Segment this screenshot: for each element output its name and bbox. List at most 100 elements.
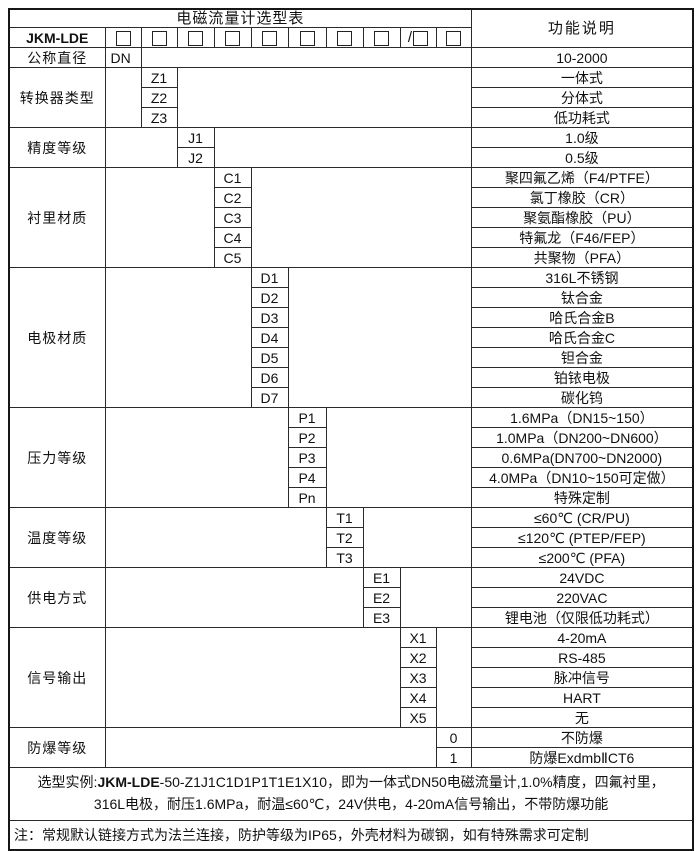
desc-cell: 钽合金 — [470, 347, 694, 369]
desc-cell: 锂电池（仅限低功耗式） — [470, 607, 694, 629]
model-checkbox — [325, 27, 364, 49]
code-cell: X1 — [399, 627, 437, 649]
table-row: D2 钛合金 — [9, 287, 694, 309]
desc-cell: 1.6MPa（DN15~150） — [470, 407, 694, 429]
desc-cell: 24VDC — [470, 567, 694, 589]
code-cell: Z1 — [140, 67, 178, 89]
desc-cell: 无 — [470, 707, 694, 729]
table-row: 1 防爆ExdmbⅡCT6 — [9, 747, 694, 769]
spacer-cell — [213, 127, 472, 169]
desc-cell: 1.0MPa（DN200~DN600） — [470, 427, 694, 449]
code-cell: P3 — [287, 447, 327, 469]
spacer-cell — [287, 267, 472, 409]
desc-cell: 1.0级 — [470, 127, 694, 149]
desc-cell: 220VAC — [470, 587, 694, 609]
desc-cell: 哈氏合金C — [470, 327, 694, 349]
code-cell: C2 — [213, 187, 252, 209]
table-row: C5 共聚物（PFA） — [9, 247, 694, 269]
table-row: 温度等级 T1 ≤60℃ (CR/PU) — [8, 507, 694, 569]
table-row: P4 4.0MPa（DN10~150可定做） — [9, 467, 694, 489]
checkbox-blank-icon — [188, 31, 203, 47]
spacer-cell — [104, 67, 142, 129]
spacer-cell — [104, 167, 215, 269]
table-row: 信号输出 X1 4-20mA — [8, 627, 694, 729]
code-cell: C3 — [213, 207, 252, 229]
table-row: Z2 分体式 — [9, 87, 694, 109]
code-cell: 1 — [435, 747, 472, 769]
model-checkbox — [140, 27, 178, 49]
desc-cell: 4-20mA — [470, 627, 694, 649]
desc-cell: 碳化钨 — [470, 387, 694, 409]
selection-example: 选型实例:JKM-LDE-50-Z1J1C1D1P1T1E1X10，即为一体式D… — [8, 767, 694, 821]
row-label: 信号输出 — [8, 627, 106, 729]
code-cell: T1 — [325, 507, 364, 529]
model-checkbox — [435, 27, 472, 49]
desc-cell: RS-485 — [470, 647, 694, 669]
table-row: Z3 低功耗式 — [9, 107, 694, 129]
desc-cell: 一体式 — [470, 67, 694, 89]
code-cell: X3 — [399, 667, 437, 689]
table-row: X4 HART — [9, 687, 694, 709]
spacer-cell — [435, 627, 472, 729]
model-prefix: JKM-LDE — [8, 27, 106, 49]
spacer-cell — [104, 407, 289, 509]
code-cell: D1 — [250, 267, 289, 289]
code-cell: T2 — [325, 527, 364, 549]
code-cell: D2 — [250, 287, 289, 309]
checkbox-blank-icon — [115, 31, 131, 47]
table-row: 公称直径 DN 10-2000 — [8, 47, 694, 69]
desc-cell: 特殊定制 — [470, 487, 694, 509]
spacer-cell — [399, 567, 472, 629]
spacer-cell — [104, 507, 327, 569]
table-row: 供电方式 E1 24VDC — [8, 567, 694, 629]
code-cell: D3 — [250, 307, 289, 329]
checkbox-blank-icon — [337, 31, 352, 47]
checkbox-blank-icon — [262, 31, 277, 47]
table-row: X5 无 — [9, 707, 694, 729]
note-row: 注：常规默认链接方式为法兰连接，防护等级为IP65，外壳材料为碳钢，如有特殊需求… — [8, 819, 694, 851]
code-cell: C1 — [213, 167, 252, 189]
model-checkbox — [250, 27, 289, 49]
desc-cell: 4.0MPa（DN10~150可定做） — [470, 467, 694, 489]
footnote: 注：常规默认链接方式为法兰连接，防护等级为IP65，外壳材料为碳钢，如有特殊需求… — [8, 819, 694, 851]
code-cell: J2 — [176, 147, 215, 169]
code-cell: X4 — [399, 687, 437, 709]
row-label: 精度等级 — [8, 127, 106, 169]
code-cell: D5 — [250, 347, 289, 369]
checkbox-blank-icon — [225, 31, 240, 47]
desc-cell: 铂铱电极 — [470, 367, 694, 389]
checkbox-blank-icon — [374, 31, 389, 47]
row-label: 衬里材质 — [8, 167, 106, 269]
model-slash-checkbox: / — [399, 27, 437, 49]
spacer-cell — [362, 507, 472, 569]
desc-header: 功能说明 — [470, 8, 694, 49]
code-cell: J1 — [176, 127, 215, 149]
desc-cell: 共聚物（PFA） — [470, 247, 694, 269]
code-cell: E2 — [362, 587, 401, 609]
spacer-cell — [104, 267, 252, 409]
spacer-cell — [104, 127, 178, 169]
table-row: 衬里材质 C1 聚四氟乙烯（F4/PTFE） — [8, 167, 694, 269]
model-checkbox — [213, 27, 252, 49]
desc-cell: 氯丁橡胶（CR） — [470, 187, 694, 209]
code-cell: T3 — [325, 547, 364, 569]
table-row: T3 ≤200℃ (PFA) — [9, 547, 694, 569]
table-row: J2 0.5级 — [9, 147, 694, 169]
code-cell: X5 — [399, 707, 437, 729]
row-label: 温度等级 — [8, 507, 106, 569]
desc-cell: 特氟龙（F46/FEP） — [470, 227, 694, 249]
row-label: 压力等级 — [8, 407, 106, 509]
spacer-cell — [104, 627, 401, 729]
desc-cell: 哈氏合金B — [470, 307, 694, 329]
checkbox-blank-icon — [299, 31, 315, 47]
code-cell: Z3 — [140, 107, 178, 129]
model-code-row: JKM-LDE / — [8, 27, 693, 49]
code-cell: P4 — [287, 467, 327, 489]
code-cell: E1 — [362, 567, 401, 589]
code-cell: D6 — [250, 367, 289, 389]
code-cell: Z2 — [140, 87, 178, 109]
row-label: 防爆等级 — [8, 727, 106, 769]
desc-cell: 10-2000 — [470, 47, 694, 69]
table-row: D3 哈氏合金B — [9, 307, 694, 329]
desc-cell: ≤200℃ (PFA) — [470, 547, 694, 569]
